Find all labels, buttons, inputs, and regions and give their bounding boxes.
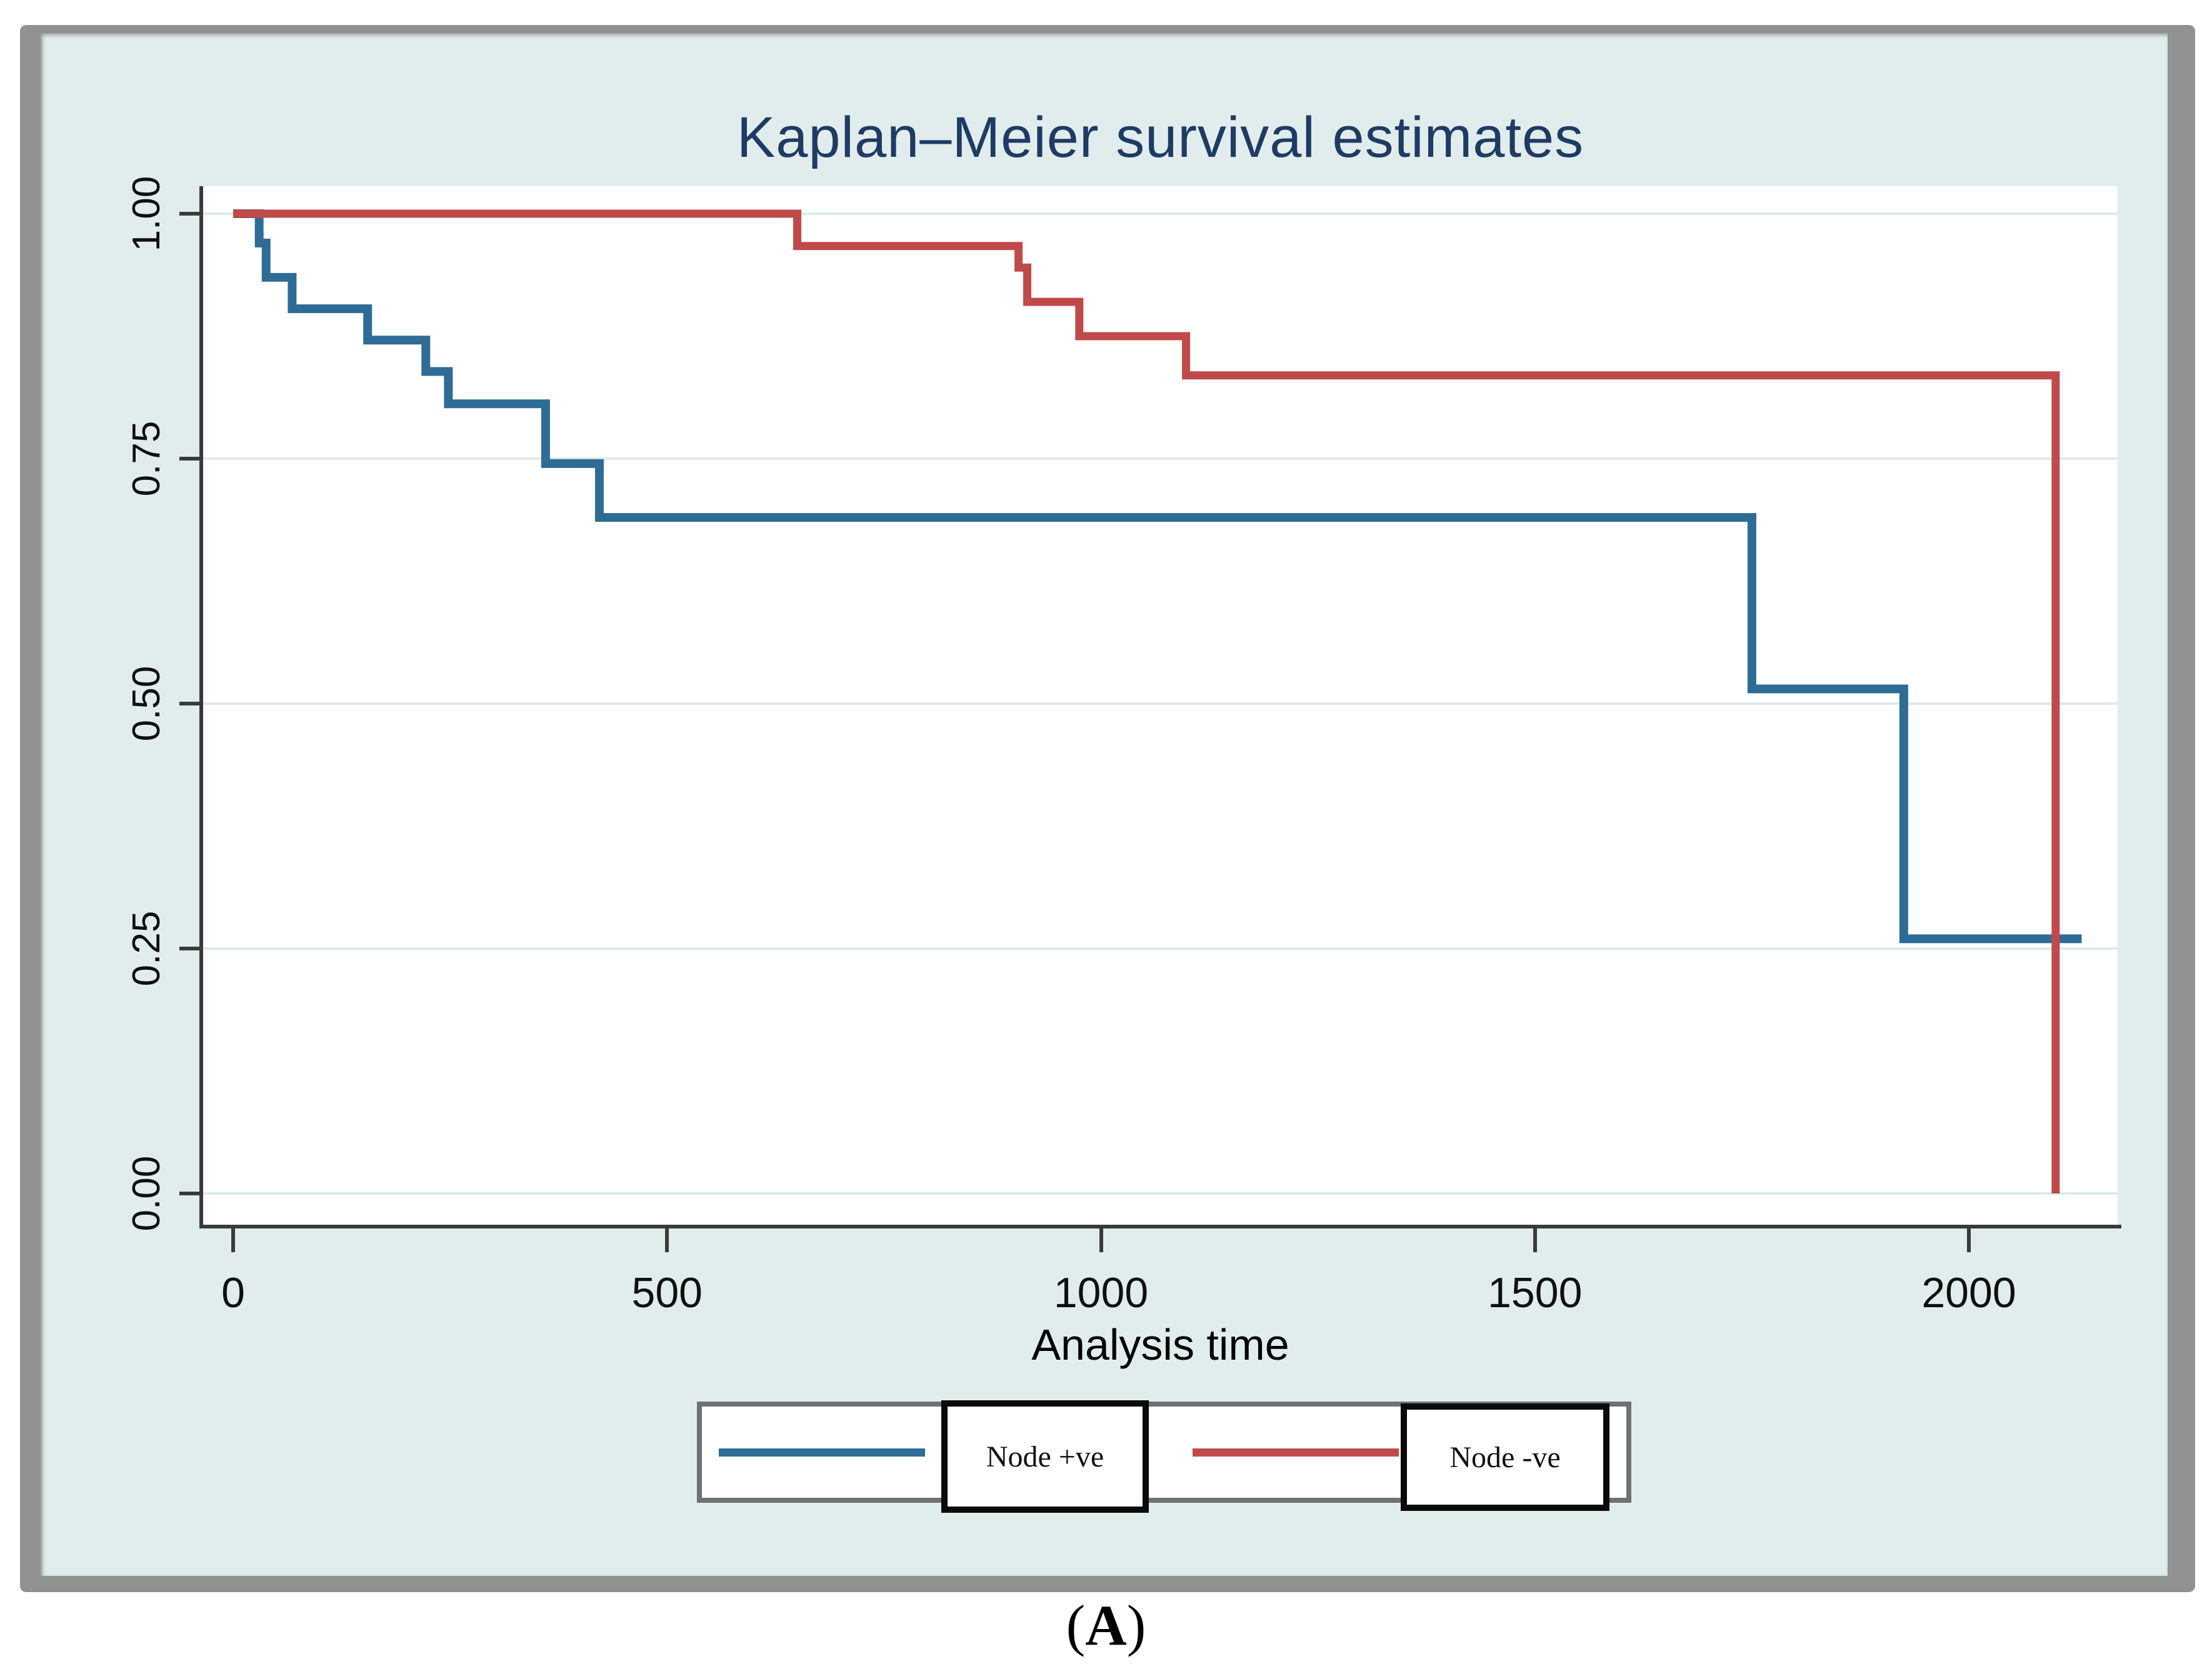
x-tick-mark-2000 <box>1967 1228 1971 1252</box>
x-tick-label-500: 500 <box>631 1269 703 1317</box>
caption-paren-close: ) <box>1126 1593 1146 1657</box>
x-tick-label-1000: 1000 <box>1053 1269 1149 1317</box>
y-tick-label-0.50: 0.50 <box>125 665 168 742</box>
gridlines <box>203 212 2118 1195</box>
legend-label-node-positive-text: Node +ve <box>986 1440 1104 1473</box>
y-tick-mark-0.50 <box>179 702 203 705</box>
x-axis-title: Analysis time <box>1031 1320 1289 1369</box>
y-tick-mark-1.00 <box>179 212 203 216</box>
survival-curves-canvas <box>203 209 2118 1195</box>
legend-swatch-node-positive <box>719 1448 925 1457</box>
y-tick-label-0.00: 0.00 <box>125 1155 168 1232</box>
y-tick-mark-0.75 <box>179 457 203 461</box>
series-paths <box>233 209 2082 1193</box>
curve-node-ve <box>233 209 2082 944</box>
x-tick-mark-1500 <box>1533 1228 1537 1252</box>
x-tick-mark-0 <box>231 1228 235 1252</box>
y-tick-label-0.75: 0.75 <box>125 421 168 497</box>
caption-paren-open: ( <box>1066 1593 1086 1657</box>
legend-swatch-node-negative <box>1193 1448 1399 1457</box>
x-tick-label-2000: 2000 <box>1921 1269 2016 1317</box>
y-tick-mark-0.25 <box>179 947 203 950</box>
y-tick-mark-0.00 <box>179 1192 203 1195</box>
chart-title: Kaplan–Meier survival estimates <box>736 106 1584 169</box>
panel-caption: (A) <box>0 1592 2212 1658</box>
y-tick-label-0.25: 0.25 <box>125 910 168 987</box>
legend-label-node-negative-text: Node -ve <box>1449 1440 1561 1474</box>
y-tick-label-1.00: 1.00 <box>125 176 168 252</box>
x-axis-line <box>199 1225 2121 1228</box>
y-axis-line <box>199 186 203 1228</box>
x-tick-label-0: 0 <box>221 1269 245 1317</box>
x-tick-mark-1000 <box>1099 1228 1103 1252</box>
plot-area <box>203 186 2118 1225</box>
legend-label-node-positive: Node +ve <box>941 1400 1149 1513</box>
caption-letter: A <box>1085 1593 1127 1657</box>
legend-label-node-negative: Node -ve <box>1401 1403 1609 1511</box>
curve-node-ve <box>233 209 2060 1193</box>
x-tick-label-1500: 1500 <box>1488 1269 1583 1317</box>
x-tick-mark-500 <box>665 1228 669 1252</box>
